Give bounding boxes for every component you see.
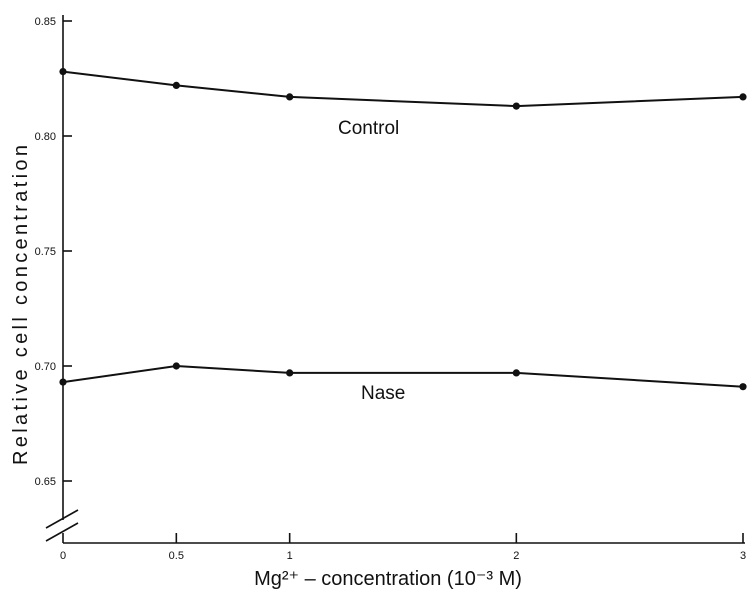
data-point-nase	[739, 383, 747, 391]
data-point-nase	[59, 378, 67, 386]
x-tick-label: 0.5	[169, 550, 184, 562]
x-tick-label: 3	[740, 550, 746, 562]
y-axis-title: Relative cell concentration	[10, 145, 32, 465]
data-point-control	[286, 93, 294, 101]
data-point-nase	[512, 369, 520, 377]
data-point-control	[59, 68, 67, 76]
x-ticks: 0 0.5 1 2 3	[60, 533, 746, 562]
series-line-control	[62, 70, 744, 108]
x-tick-label: 1	[287, 550, 293, 562]
data-point-control	[512, 102, 520, 110]
x-tick-label: 2	[513, 550, 519, 562]
y-tick-label: 0.65	[35, 476, 56, 488]
data-point-nase	[286, 369, 294, 377]
data-point-nase	[172, 362, 180, 370]
axis-break-mark-lower	[45, 522, 79, 542]
y-tick-label: 0.80	[35, 131, 56, 143]
series-group	[59, 68, 747, 391]
axes	[45, 15, 745, 544]
axis-break-mark-upper	[45, 509, 79, 529]
series-label-control: Control	[338, 118, 399, 139]
y-tick-label: 0.85	[35, 16, 56, 28]
data-point-control	[172, 81, 180, 89]
x-axis-title: Mg²⁺ – concentration (10⁻³ M)	[254, 568, 522, 590]
x-tick-label: 0	[60, 550, 66, 562]
series-label-nase: Nase	[361, 383, 405, 404]
y-tick-label: 0.75	[35, 246, 56, 258]
y-ticks: 0.85 0.80 0.75 0.70 0.65	[35, 16, 72, 488]
y-tick-label: 0.70	[35, 361, 56, 373]
data-point-control	[739, 93, 747, 101]
